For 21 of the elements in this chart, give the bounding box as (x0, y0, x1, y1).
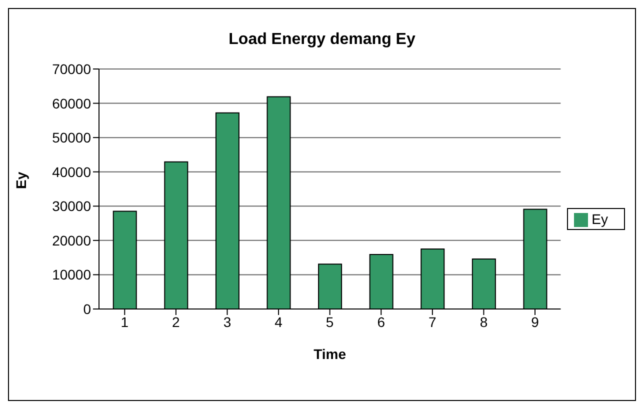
x-tick-label: 4 (274, 314, 283, 330)
x-tick-label: 3 (223, 314, 232, 330)
chart-title: Load Energy demang Ey (228, 31, 416, 49)
y-tick-label: 50000 (52, 130, 92, 146)
x-axis-title: Time (314, 346, 346, 362)
y-tick-label: 60000 (52, 95, 92, 112)
legend-label: Ey (592, 210, 608, 227)
x-tick-label: 8 (480, 314, 488, 330)
y-tick-label: 30000 (52, 198, 92, 214)
y-tick-label: 10000 (52, 266, 92, 283)
x-tick-label: 9 (531, 314, 540, 330)
x-tick-label: 7 (428, 314, 437, 330)
y-tick-label: 20000 (52, 232, 92, 248)
x-tick-label: 2 (172, 314, 180, 330)
y-tick-label: 70000 (52, 60, 92, 77)
x-tick-label: 6 (377, 314, 386, 330)
y-tick-label: 40000 (52, 164, 92, 180)
x-tick-label: 1 (120, 314, 129, 330)
y-tick-label: 0 (83, 300, 92, 317)
x-tick-label: 5 (326, 314, 334, 330)
y-axis-title: Ey (12, 172, 29, 189)
